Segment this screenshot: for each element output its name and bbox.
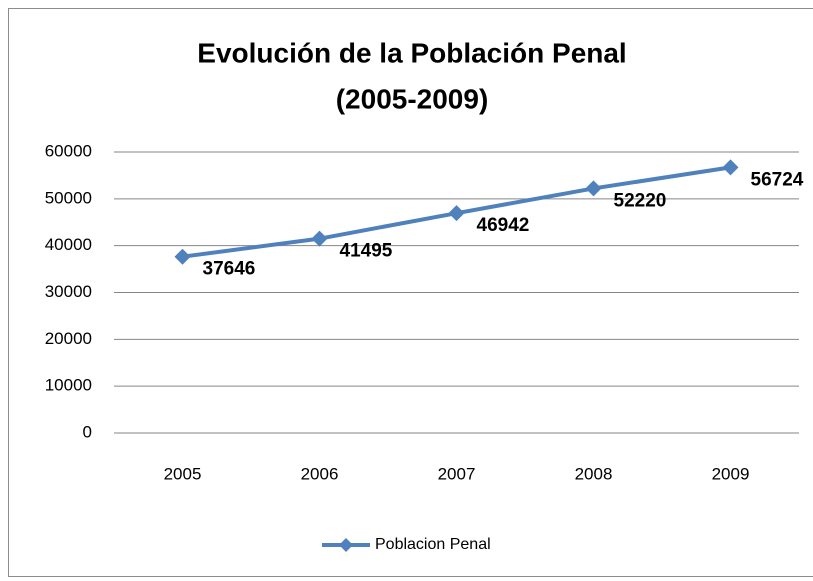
data-label: 52220 (614, 190, 667, 211)
legend-label: Poblacion Penal (375, 536, 491, 553)
x-tick-label: 2008 (575, 464, 613, 483)
data-point (722, 159, 739, 176)
data-label: 56724 (751, 169, 804, 190)
y-tick-label: 20000 (45, 329, 92, 348)
y-tick-label: 50000 (45, 188, 92, 207)
data-label: 46942 (477, 215, 530, 236)
data-point (585, 180, 602, 197)
x-tick-label: 2006 (301, 464, 339, 483)
x-tick-label: 2005 (164, 464, 202, 483)
chart-title: Evolución de la Población Penal (197, 37, 626, 68)
x-tick-label: 2007 (438, 464, 476, 483)
data-label: 41495 (340, 241, 393, 262)
y-tick-label: 30000 (45, 282, 92, 301)
data-point (311, 230, 328, 247)
y-tick-label: 60000 (45, 141, 92, 160)
legend-marker (339, 538, 353, 552)
data-label: 37646 (203, 259, 256, 280)
y-tick-label: 10000 (45, 376, 92, 395)
chart-title: (2005-2009) (336, 83, 489, 114)
data-point (174, 248, 191, 265)
x-tick-label: 2009 (712, 464, 750, 483)
y-tick-label: 0 (83, 422, 92, 441)
data-point (448, 205, 465, 222)
y-tick-label: 40000 (45, 235, 92, 254)
